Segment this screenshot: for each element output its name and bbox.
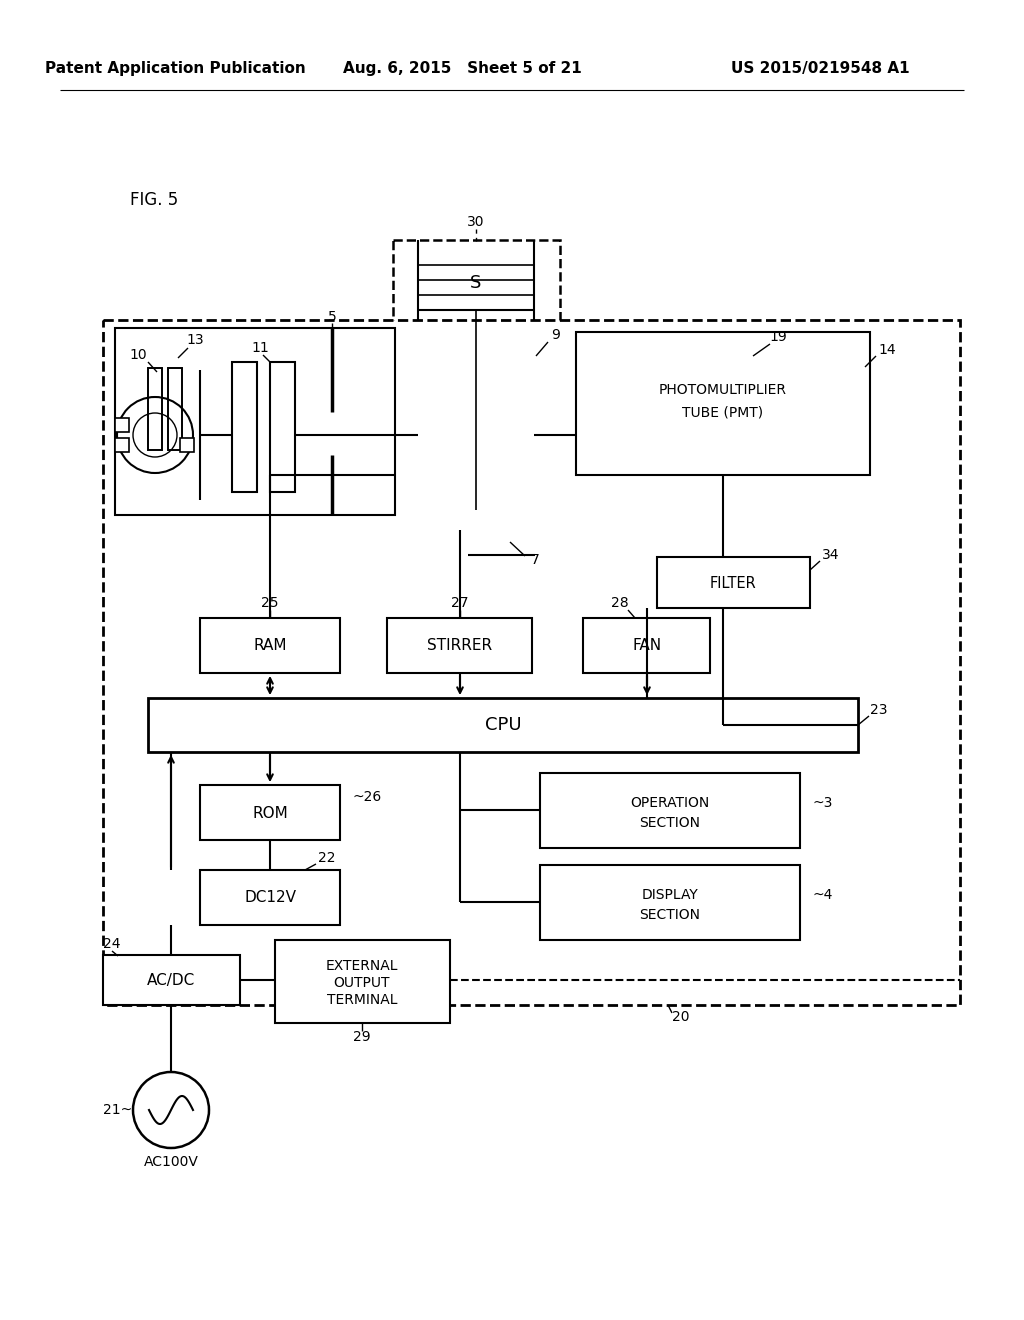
Text: 21~: 21~ [102,1104,132,1117]
Bar [232,362,257,492]
Text: FILTER: FILTER [710,576,757,590]
Text: 34: 34 [822,548,840,562]
Bar [148,368,162,450]
Bar [200,618,340,673]
Text: FAN: FAN [633,639,662,653]
Text: AC100V: AC100V [143,1155,199,1170]
Text: ~3: ~3 [812,796,833,810]
Text: 14: 14 [878,343,896,356]
Text: Aug. 6, 2015   Sheet 5 of 21: Aug. 6, 2015 Sheet 5 of 21 [343,61,582,75]
Text: 30: 30 [467,215,484,228]
Text: ~26: ~26 [353,789,382,804]
Bar [657,557,810,609]
Text: 10: 10 [129,348,146,362]
Text: 24: 24 [103,937,121,950]
Text: ROM: ROM [252,805,288,821]
Text: 20: 20 [672,1010,689,1024]
Text: 19: 19 [769,330,786,345]
Text: FIG. 5: FIG. 5 [130,191,178,209]
Bar [115,438,129,451]
Bar [275,940,450,1023]
Bar [168,368,182,450]
Bar [540,774,800,847]
Text: 11: 11 [251,341,269,355]
Bar [393,240,560,323]
Text: Patent Application Publication: Patent Application Publication [45,61,305,75]
Text: 23: 23 [870,704,888,717]
Bar [200,785,340,840]
Bar [103,954,240,1005]
Text: 25: 25 [261,597,279,610]
Bar [583,618,710,673]
Text: S: S [470,275,481,292]
Bar [540,865,800,940]
Bar [200,870,340,925]
Text: DISPLAY: DISPLAY [642,888,698,902]
Text: 9: 9 [552,327,560,342]
Bar [575,333,870,475]
Text: OPERATION: OPERATION [631,796,710,810]
Bar [103,319,961,1005]
Bar [180,438,194,451]
Text: CPU: CPU [484,715,521,734]
Text: TERMINAL: TERMINAL [327,993,397,1007]
Text: US 2015/0219548 A1: US 2015/0219548 A1 [731,61,909,75]
Text: 27: 27 [452,597,469,610]
Bar [148,698,858,752]
Text: ~4: ~4 [812,888,833,902]
Bar [270,362,295,492]
Text: 28: 28 [611,597,629,610]
Text: 22: 22 [318,851,336,865]
Text: OUTPUT: OUTPUT [334,975,390,990]
Text: PHOTOMULTIPLIER: PHOTOMULTIPLIER [659,383,787,397]
Bar [440,510,495,531]
Text: DC12V: DC12V [244,891,296,906]
Text: 5: 5 [328,310,336,323]
Text: SECTION: SECTION [640,816,700,830]
Text: TUBE (PMT): TUBE (PMT) [682,405,764,418]
Text: SECTION: SECTION [640,908,700,921]
Text: RAM: RAM [253,639,287,653]
Bar [387,618,532,673]
Text: STIRRER: STIRRER [427,639,493,653]
Text: AC/DC: AC/DC [146,973,196,987]
Text: EXTERNAL: EXTERNAL [326,960,398,973]
Bar [115,418,129,432]
Text: 29: 29 [353,1030,371,1044]
Bar [115,327,395,515]
Text: 7: 7 [530,553,540,568]
Text: 13: 13 [186,333,204,347]
